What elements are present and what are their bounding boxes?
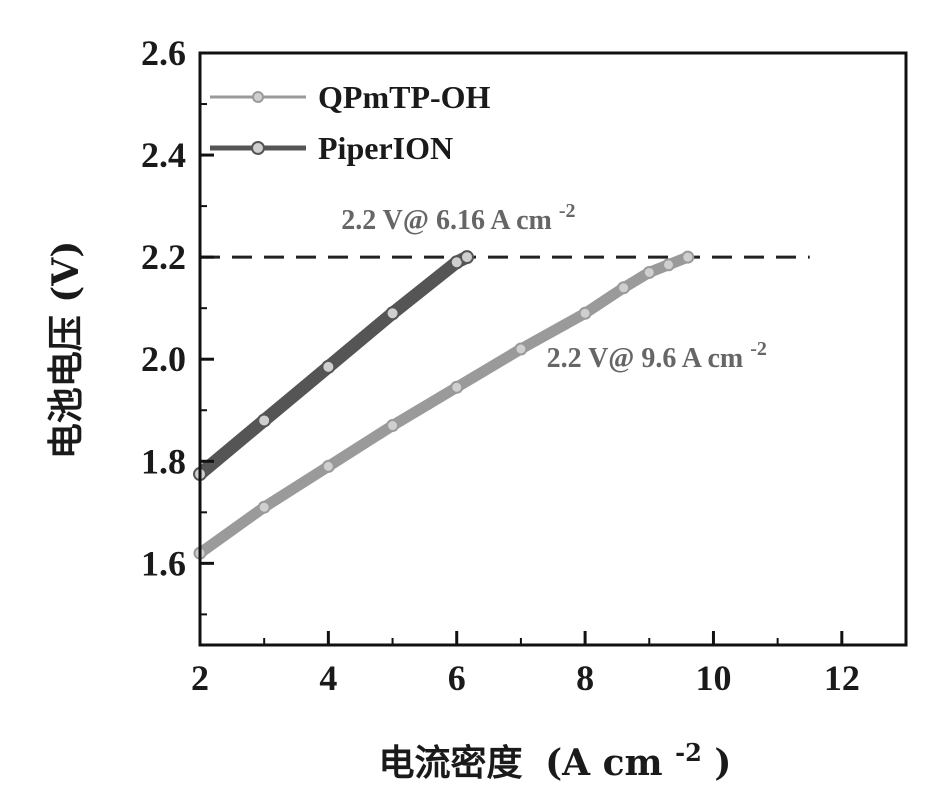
legend-label-piperion: PiperION xyxy=(318,130,453,166)
x-tick-label-12: 12 xyxy=(824,658,860,698)
y-tick-label-1.8: 1.8 xyxy=(141,441,186,481)
x-tick-label-6: 6 xyxy=(448,658,466,698)
data-point-qpmtp-oh xyxy=(663,259,674,270)
y-tick-label-2.2: 2.2 xyxy=(141,237,186,277)
annotation-piperion-sup: -2 xyxy=(559,200,576,222)
data-point-piperion xyxy=(461,251,473,263)
annotation-piperion-text: 2.2 V@ 6.16 A cm xyxy=(341,205,552,236)
x-tick-label-4: 4 xyxy=(319,658,337,698)
x-axis-title-unit-sup: -2 xyxy=(675,738,702,767)
y-axis-title: 电池电压 (V) xyxy=(45,241,87,460)
x-axis-title-unit-close: ) xyxy=(714,742,731,784)
data-point-qpmtp-oh xyxy=(387,420,398,431)
data-point-piperion xyxy=(387,307,399,319)
series-layer xyxy=(194,251,693,559)
data-point-qpmtp-oh xyxy=(451,382,462,393)
x-axis-title: 电流密度 (A cm -2 ) xyxy=(379,728,732,784)
data-point-qpmtp-oh xyxy=(618,282,629,293)
x-tick-label-10: 10 xyxy=(695,658,731,698)
data-point-piperion xyxy=(322,361,334,373)
legend-entry-piperion: PiperION xyxy=(210,130,453,166)
annotation-qpmtp-oh: 2.2 V@ 9.6 A cm -2 xyxy=(547,338,767,374)
data-point-qpmtp-oh xyxy=(515,344,526,355)
data-point-qpmtp-oh xyxy=(259,502,270,513)
legend-marker-piperion xyxy=(252,142,264,154)
legend-marker-qpmtp-oh xyxy=(253,92,263,102)
data-point-qpmtp-oh xyxy=(323,461,334,472)
data-point-qpmtp-oh xyxy=(682,252,693,263)
x-tick-label-8: 8 xyxy=(576,658,594,698)
annotation-piperion: 2.2 V@ 6.16 A cm -2 xyxy=(341,200,575,236)
annotation-qpmtp-oh-text: 2.2 V@ 9.6 A cm xyxy=(547,343,744,374)
y-tick-label-2.4: 2.4 xyxy=(141,135,186,175)
annotation-qpmtp-oh-sup: -2 xyxy=(750,338,767,360)
x-axis-title-unit: (A cm xyxy=(545,742,663,784)
y-tick-label-2.0: 2.0 xyxy=(141,339,186,379)
x-tick-label-2: 2 xyxy=(191,658,209,698)
data-point-qpmtp-oh xyxy=(644,267,655,278)
x-axis-title-text: 电流密度 xyxy=(379,742,523,784)
data-point-qpmtp-oh xyxy=(580,308,591,319)
legend-entry-qpmtp-oh: QPmTP-OH xyxy=(210,79,491,115)
y-tick-label-1.6: 1.6 xyxy=(141,543,186,583)
legend: QPmTP-OH PiperION xyxy=(210,79,491,166)
data-point-piperion xyxy=(258,414,270,426)
y-tick-label-2.6: 2.6 xyxy=(141,33,186,73)
legend-label-qpmtp-oh: QPmTP-OH xyxy=(318,79,491,115)
